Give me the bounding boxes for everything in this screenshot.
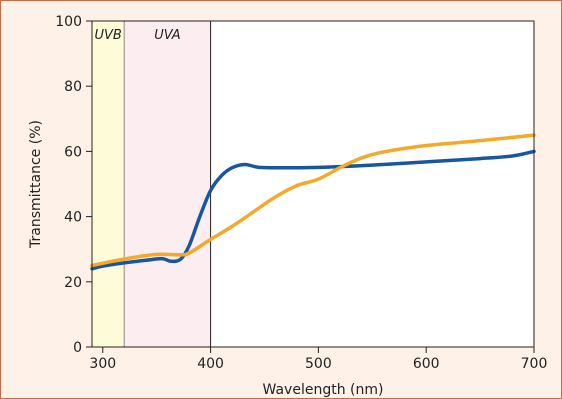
y-axis-label: Transmittance (%) <box>28 120 44 249</box>
band-label-uva: UVA <box>154 28 180 43</box>
y-tick-label: 20 <box>64 275 82 291</box>
band-uva <box>124 21 211 347</box>
y-tick-label: 60 <box>64 144 82 160</box>
band-label-uvb: UVB <box>95 28 122 43</box>
axes <box>86 20 535 353</box>
plot-frame <box>91 20 535 348</box>
data-series <box>90 133 536 271</box>
band-uvb <box>92 21 125 347</box>
y-tick-label: 40 <box>64 210 82 226</box>
series-line-1 <box>90 149 536 271</box>
x-axis-label: Wavelength (nm) <box>263 382 384 398</box>
y-tick-label: 0 <box>73 340 82 356</box>
spectral-band-labels: UVB UVA <box>95 28 181 43</box>
x-tick-label: 600 <box>413 356 440 372</box>
spectral-bands <box>92 21 534 347</box>
x-tick-label: 400 <box>197 356 224 372</box>
y-tick-label: 100 <box>55 14 82 30</box>
tick-labels: 300 400 500 600 700 0 20 40 60 80 100 <box>55 14 547 372</box>
x-tick-label: 300 <box>89 356 116 372</box>
x-tick-label: 500 <box>305 356 332 372</box>
y-tick-label: 80 <box>64 79 82 95</box>
series-line-2 <box>90 133 536 268</box>
x-tick-label: 700 <box>521 356 548 372</box>
